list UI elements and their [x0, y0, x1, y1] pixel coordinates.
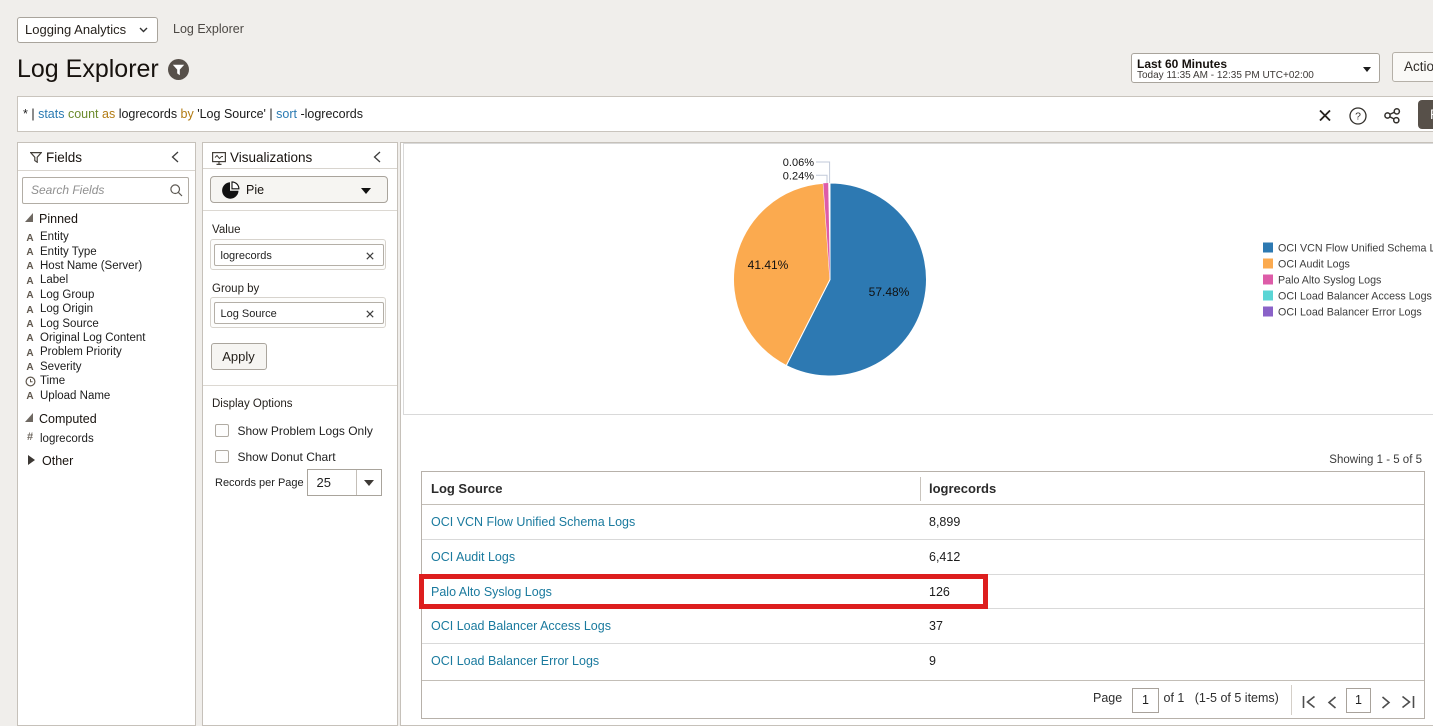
- svg-text:OCI VCN Flow Unified Schema Lo: OCI VCN Flow Unified Schema Logs: [1278, 243, 1433, 255]
- svg-text:0.06%: 0.06%: [783, 157, 814, 169]
- svg-text:?: ?: [1355, 111, 1361, 123]
- svg-text:41.41%: 41.41%: [748, 258, 789, 272]
- svg-text:OCI Audit Logs: OCI Audit Logs: [1278, 259, 1350, 271]
- svg-text:OCI Load Balancer Error Logs: OCI Load Balancer Error Logs: [1278, 307, 1422, 319]
- svg-text:OCI Load Balancer Access Logs: OCI Load Balancer Access Logs: [1278, 291, 1432, 303]
- svg-text:Palo Alto Syslog Logs: Palo Alto Syslog Logs: [1278, 275, 1381, 287]
- svg-text:57.48%: 57.48%: [869, 285, 910, 299]
- svg-text:0.24%: 0.24%: [783, 170, 814, 182]
